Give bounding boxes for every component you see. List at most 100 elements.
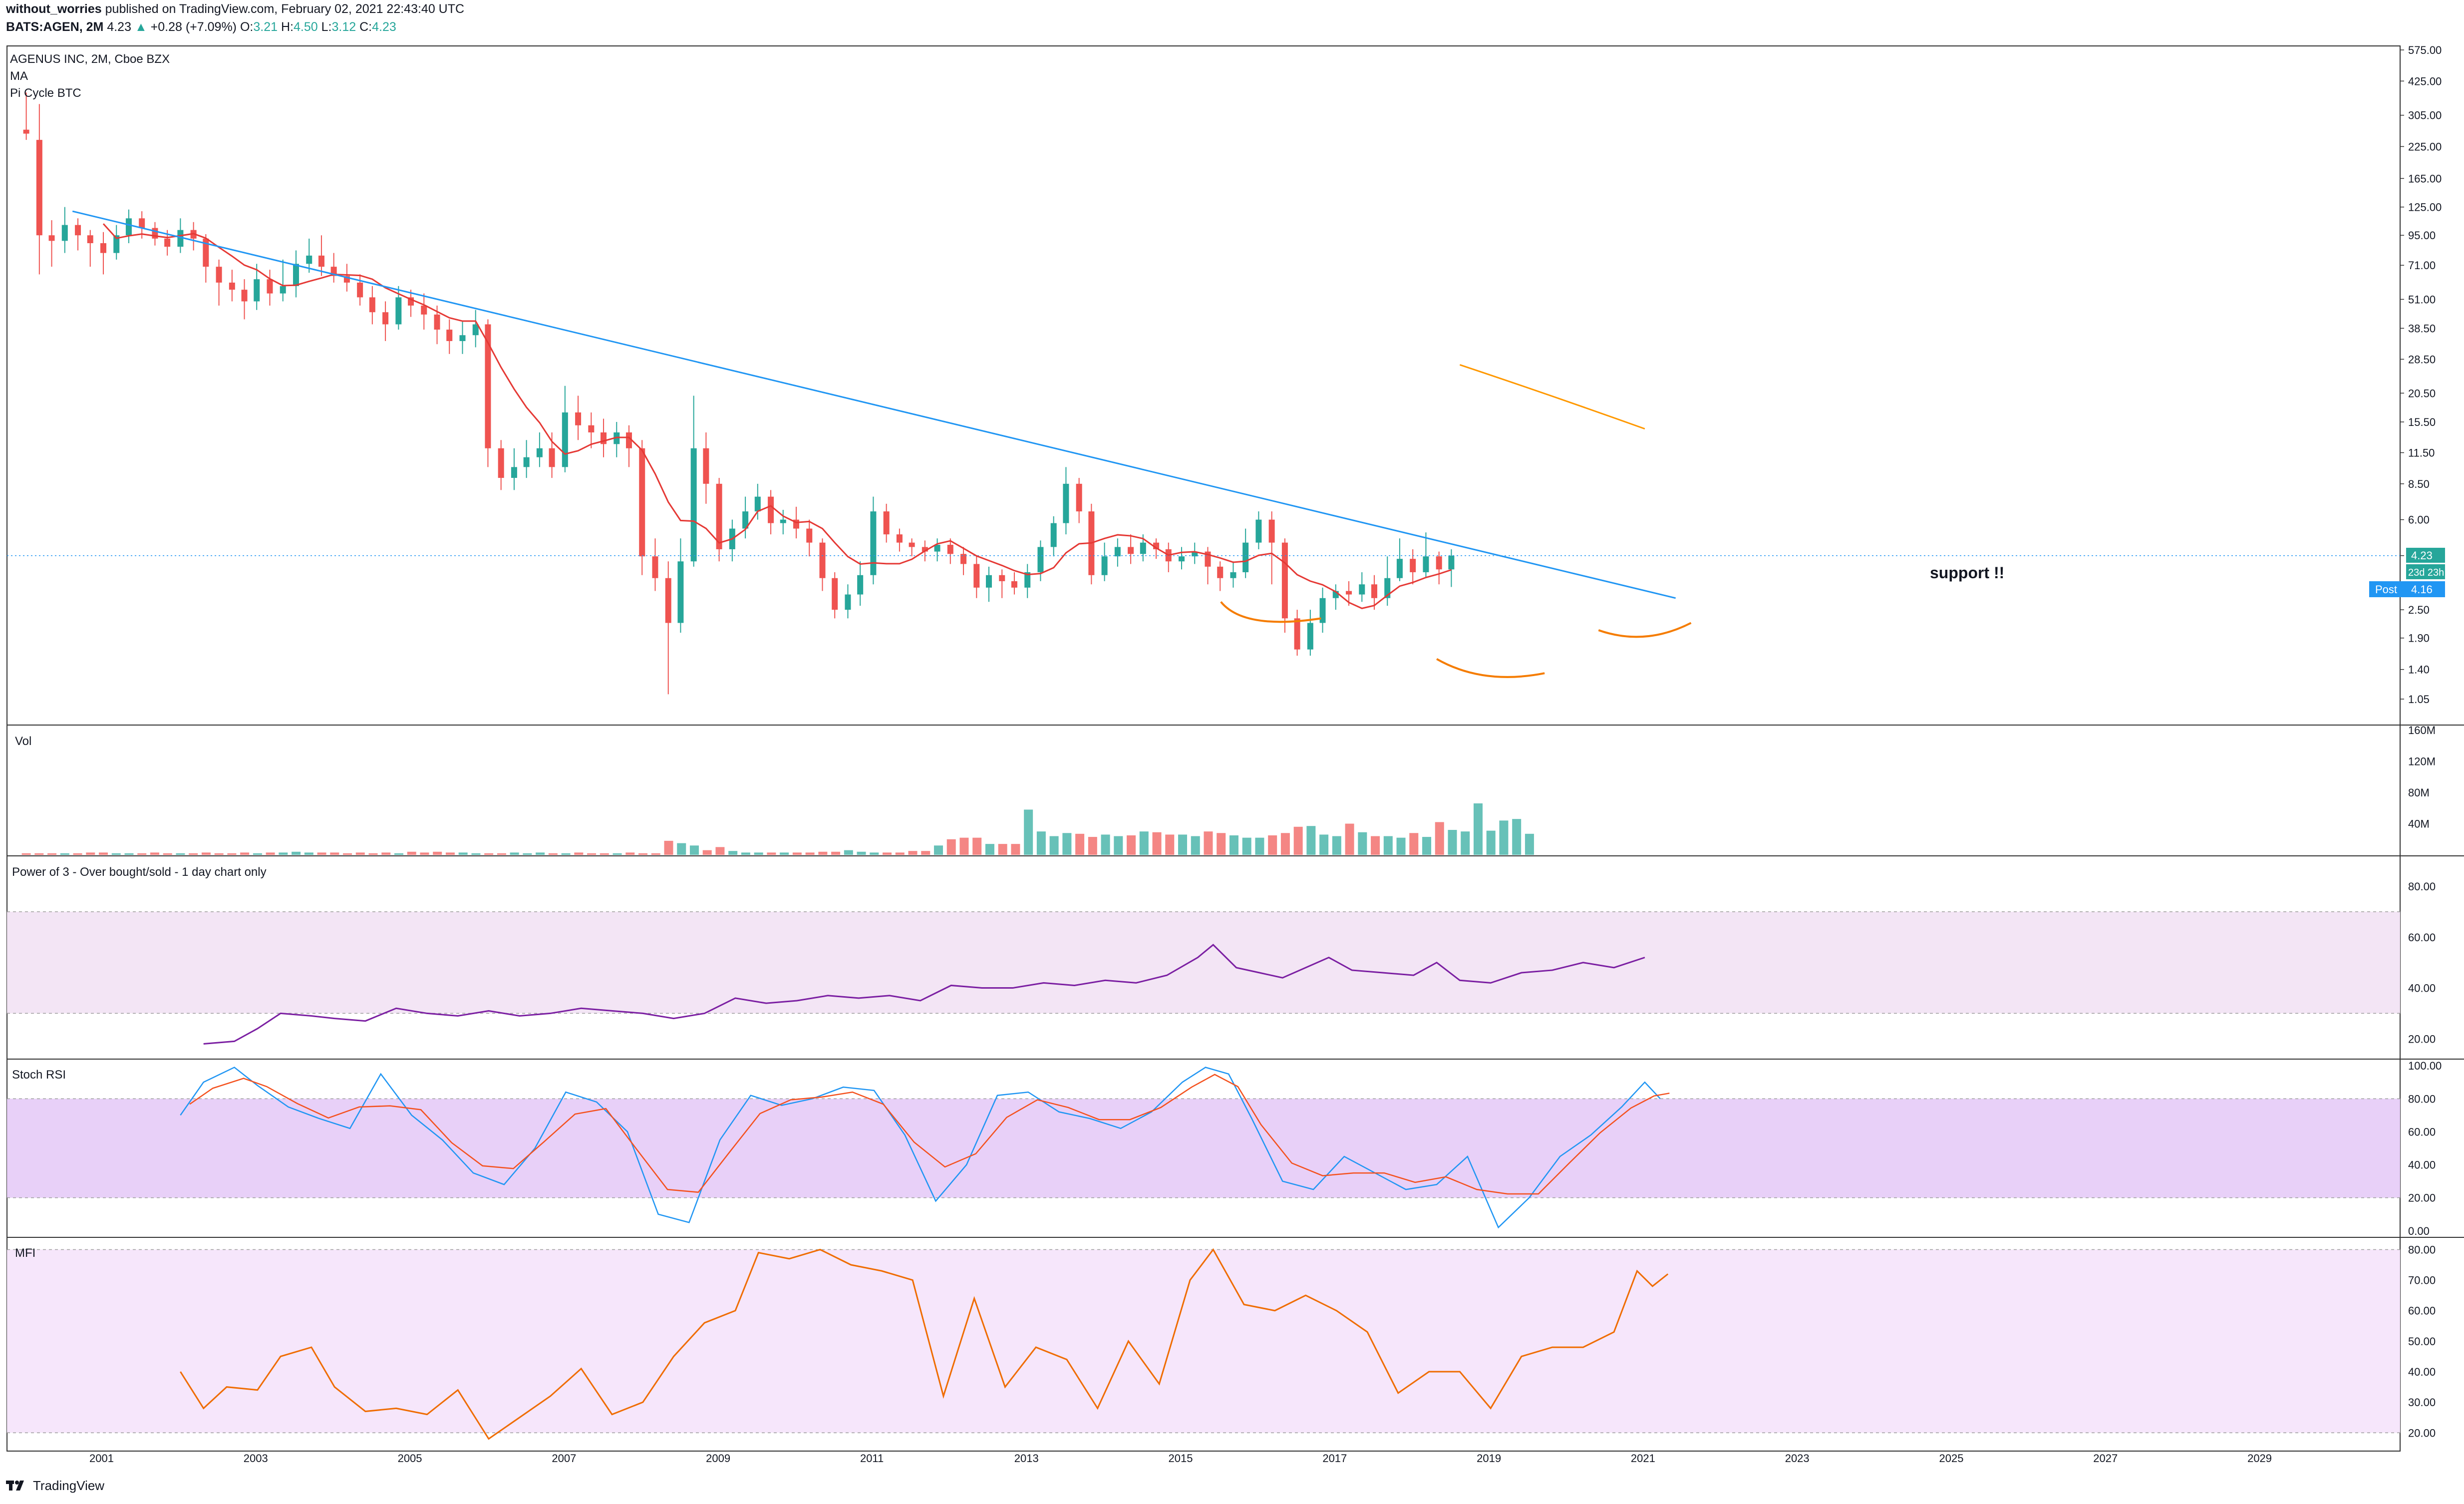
indicator-tick-label: 30.00: [2408, 1396, 2436, 1409]
time-tick-label: 2019: [1477, 1452, 1501, 1465]
candle-body: [999, 575, 1005, 581]
volume-bar: [715, 847, 725, 855]
candle-body: [1024, 572, 1031, 588]
indicator-tick-label: 40.00: [2408, 1366, 2436, 1378]
candle-body: [1192, 551, 1198, 557]
time-tick-label: 2011: [860, 1452, 884, 1465]
candle-body: [960, 554, 967, 564]
volume-bar: [1178, 834, 1188, 855]
candle-body: [203, 238, 209, 267]
candle-body: [1242, 542, 1249, 572]
price-tick-label: 8.50: [2408, 478, 2430, 490]
indicator-tick-label: 40.00: [2408, 982, 2436, 995]
volume-bar: [600, 853, 609, 855]
volume-bar: [1358, 832, 1367, 855]
candle-body: [139, 218, 145, 228]
candle-body: [832, 578, 838, 610]
support-annotation: support !!: [1930, 564, 2004, 582]
candle-body: [1140, 542, 1146, 554]
vol-tick-label: 40M: [2408, 818, 2430, 830]
indicator-tick-label: 80.00: [2408, 880, 2436, 893]
time-tick-label: 2005: [398, 1452, 422, 1465]
power-of-3-line: [203, 944, 1645, 1045]
indicator-tick-label: 80.00: [2408, 1093, 2436, 1105]
volume-bar: [857, 851, 866, 855]
volume-bar: [1473, 803, 1483, 855]
price-tick-label: 225.00: [2408, 140, 2442, 153]
candle-body: [152, 228, 158, 239]
post-price: 4.16: [2411, 583, 2433, 596]
volume-bar: [908, 851, 918, 855]
candle-body: [1384, 578, 1391, 598]
time-tick-label: 2027: [2093, 1452, 2118, 1465]
pi-legend: Pi Cycle BTC: [10, 86, 81, 100]
volume-bar: [189, 853, 198, 855]
price-tick-label: 38.50: [2408, 322, 2436, 335]
candle-body: [1128, 547, 1134, 554]
candle-body: [947, 545, 953, 554]
volume-bar: [240, 852, 250, 855]
countdown-label: 23d 23h: [2408, 567, 2444, 578]
volume-bar: [1049, 836, 1059, 855]
candle-body: [369, 297, 375, 313]
candle-body: [1037, 547, 1044, 572]
volume-bar: [1204, 831, 1213, 855]
volume-bar: [510, 852, 519, 855]
volume-bar: [1461, 831, 1470, 855]
volume-bar: [445, 852, 455, 855]
candle-body: [36, 140, 42, 236]
volume-bar: [561, 853, 571, 855]
price-tick-label: 20.50: [2408, 387, 2436, 399]
indicator-tick-label: 60.00: [2408, 1126, 2436, 1138]
candle-body: [177, 230, 184, 247]
candle-body: [575, 412, 582, 425]
volume-bar: [47, 853, 57, 855]
volume-bar: [638, 853, 648, 855]
stoch-legend: Stoch RSI: [12, 1068, 66, 1082]
volume-bar: [1293, 826, 1303, 855]
volume-bar: [1011, 844, 1020, 855]
volume-bar: [1036, 831, 1046, 855]
time-tick-label: 2001: [89, 1452, 114, 1465]
candle-body: [1063, 483, 1069, 523]
volume-bar: [536, 852, 545, 855]
footer: TradingView: [6, 1473, 104, 1498]
brand-name[interactable]: TradingView: [33, 1478, 105, 1493]
volume-bar: [484, 853, 494, 855]
volume-bar: [1165, 834, 1175, 855]
candle-body: [690, 448, 697, 562]
candle-body: [357, 282, 363, 298]
time-tick-label: 2013: [1014, 1452, 1039, 1465]
volume-bar: [292, 851, 301, 855]
low-label: L:: [321, 20, 332, 34]
high-value: 4.50: [293, 20, 318, 34]
volume-bar: [1512, 819, 1522, 855]
ma-legend: MA: [10, 69, 28, 83]
tradingview-logo-icon: [6, 1481, 24, 1491]
volume-bar: [831, 851, 841, 855]
candle-body: [280, 286, 286, 294]
last-value: 4.23: [107, 20, 131, 34]
volume-bar: [343, 853, 352, 855]
volume-bar: [163, 853, 172, 855]
volume-bar: [227, 853, 237, 855]
change-value: +0.28 (+7.09%): [150, 20, 237, 34]
volume-bar: [1268, 835, 1277, 855]
volume-bar: [1409, 833, 1419, 855]
hand-drawn-curve: [1598, 622, 1692, 638]
ohlc-line: BATS:AGEN, 2M 4.23 ▲ +0.28 (+7.09%) O:3.…: [6, 20, 396, 34]
publish-text: published on TradingView.com, February 0…: [105, 2, 465, 16]
volume-bar: [625, 852, 635, 855]
hand-drawn-curve: [1436, 658, 1545, 678]
candle-body: [536, 448, 543, 457]
candle-body: [318, 255, 324, 267]
volume-bar: [921, 851, 930, 855]
indicator-lines: [7, 210, 2400, 1440]
volume-bar: [1139, 831, 1149, 855]
author-name[interactable]: without_worries: [6, 2, 102, 16]
candle-body: [1230, 572, 1236, 578]
candle-body: [588, 425, 595, 432]
chart-frame: [6, 45, 2401, 1452]
volume-bar: [998, 844, 1007, 855]
